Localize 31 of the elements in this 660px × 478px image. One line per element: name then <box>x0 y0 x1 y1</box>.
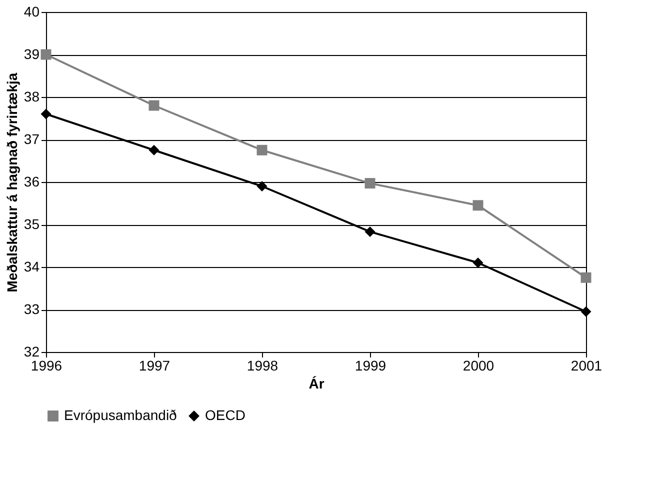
y-tick-label: 40 <box>24 4 40 20</box>
point <box>40 49 52 60</box>
x-tick-label: 2001 <box>570 358 602 374</box>
point <box>256 144 268 156</box>
y-tick-label: 37 <box>24 131 40 147</box>
x-tick-label: 1998 <box>246 358 278 374</box>
y-tick-label: 38 <box>24 88 40 104</box>
x-axis-title: Ár <box>308 376 325 392</box>
legend-label: OECD <box>205 407 246 423</box>
point <box>580 306 592 317</box>
y-tick-label: 34 <box>24 258 40 274</box>
x-tick-label: 1997 <box>138 358 170 374</box>
y-tick-label: 32 <box>24 344 40 360</box>
y-tick-label: 35 <box>24 216 40 232</box>
point <box>256 181 268 192</box>
point <box>364 178 376 189</box>
y-tick-label: 33 <box>24 301 40 317</box>
point <box>148 100 160 111</box>
y-tick-label: 36 <box>24 174 40 190</box>
point <box>364 226 376 237</box>
y-tick-label: 39 <box>24 46 40 62</box>
point <box>580 272 592 283</box>
point <box>40 108 52 120</box>
x-tick-label: 2000 <box>462 358 494 374</box>
y-axis-title: Meðalskattur á hagnað fyrirtækja <box>4 72 20 292</box>
x-tick-label: 1999 <box>354 358 386 374</box>
point <box>472 200 484 211</box>
point <box>472 258 484 268</box>
x-tick-label: 1996 <box>30 358 62 374</box>
legend-label: Evrópusambandið <box>64 407 178 423</box>
point <box>148 144 160 156</box>
